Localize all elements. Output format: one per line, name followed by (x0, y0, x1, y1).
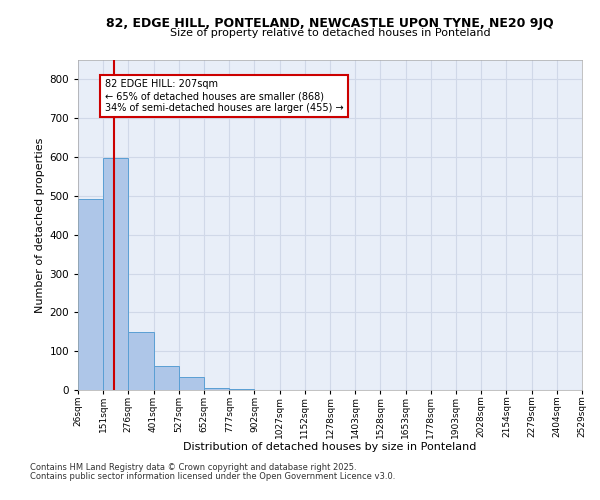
Text: 82, EDGE HILL, PONTELAND, NEWCASTLE UPON TYNE, NE20 9JQ: 82, EDGE HILL, PONTELAND, NEWCASTLE UPON… (106, 18, 554, 30)
X-axis label: Distribution of detached houses by size in Ponteland: Distribution of detached houses by size … (184, 442, 476, 452)
Bar (78, 200, 103, 390)
Text: 82 EDGE HILL: 207sqm
← 65% of detached houses are smaller (868)
34% of semi-deta: 82 EDGE HILL: 207sqm ← 65% of detached h… (104, 80, 343, 112)
Y-axis label: Number of detached properties: Number of detached properties (35, 138, 45, 312)
Bar (179, 377, 204, 390)
Bar (204, 388, 229, 390)
Bar (229, 389, 254, 390)
Bar (154, 366, 179, 390)
Text: Contains public sector information licensed under the Open Government Licence v3: Contains public sector information licen… (30, 472, 395, 481)
Text: Contains HM Land Registry data © Crown copyright and database right 2025.: Contains HM Land Registry data © Crown c… (30, 464, 356, 472)
Bar (103, 158, 128, 390)
Text: Size of property relative to detached houses in Ponteland: Size of property relative to detached ho… (170, 28, 490, 38)
Bar (128, 332, 154, 390)
